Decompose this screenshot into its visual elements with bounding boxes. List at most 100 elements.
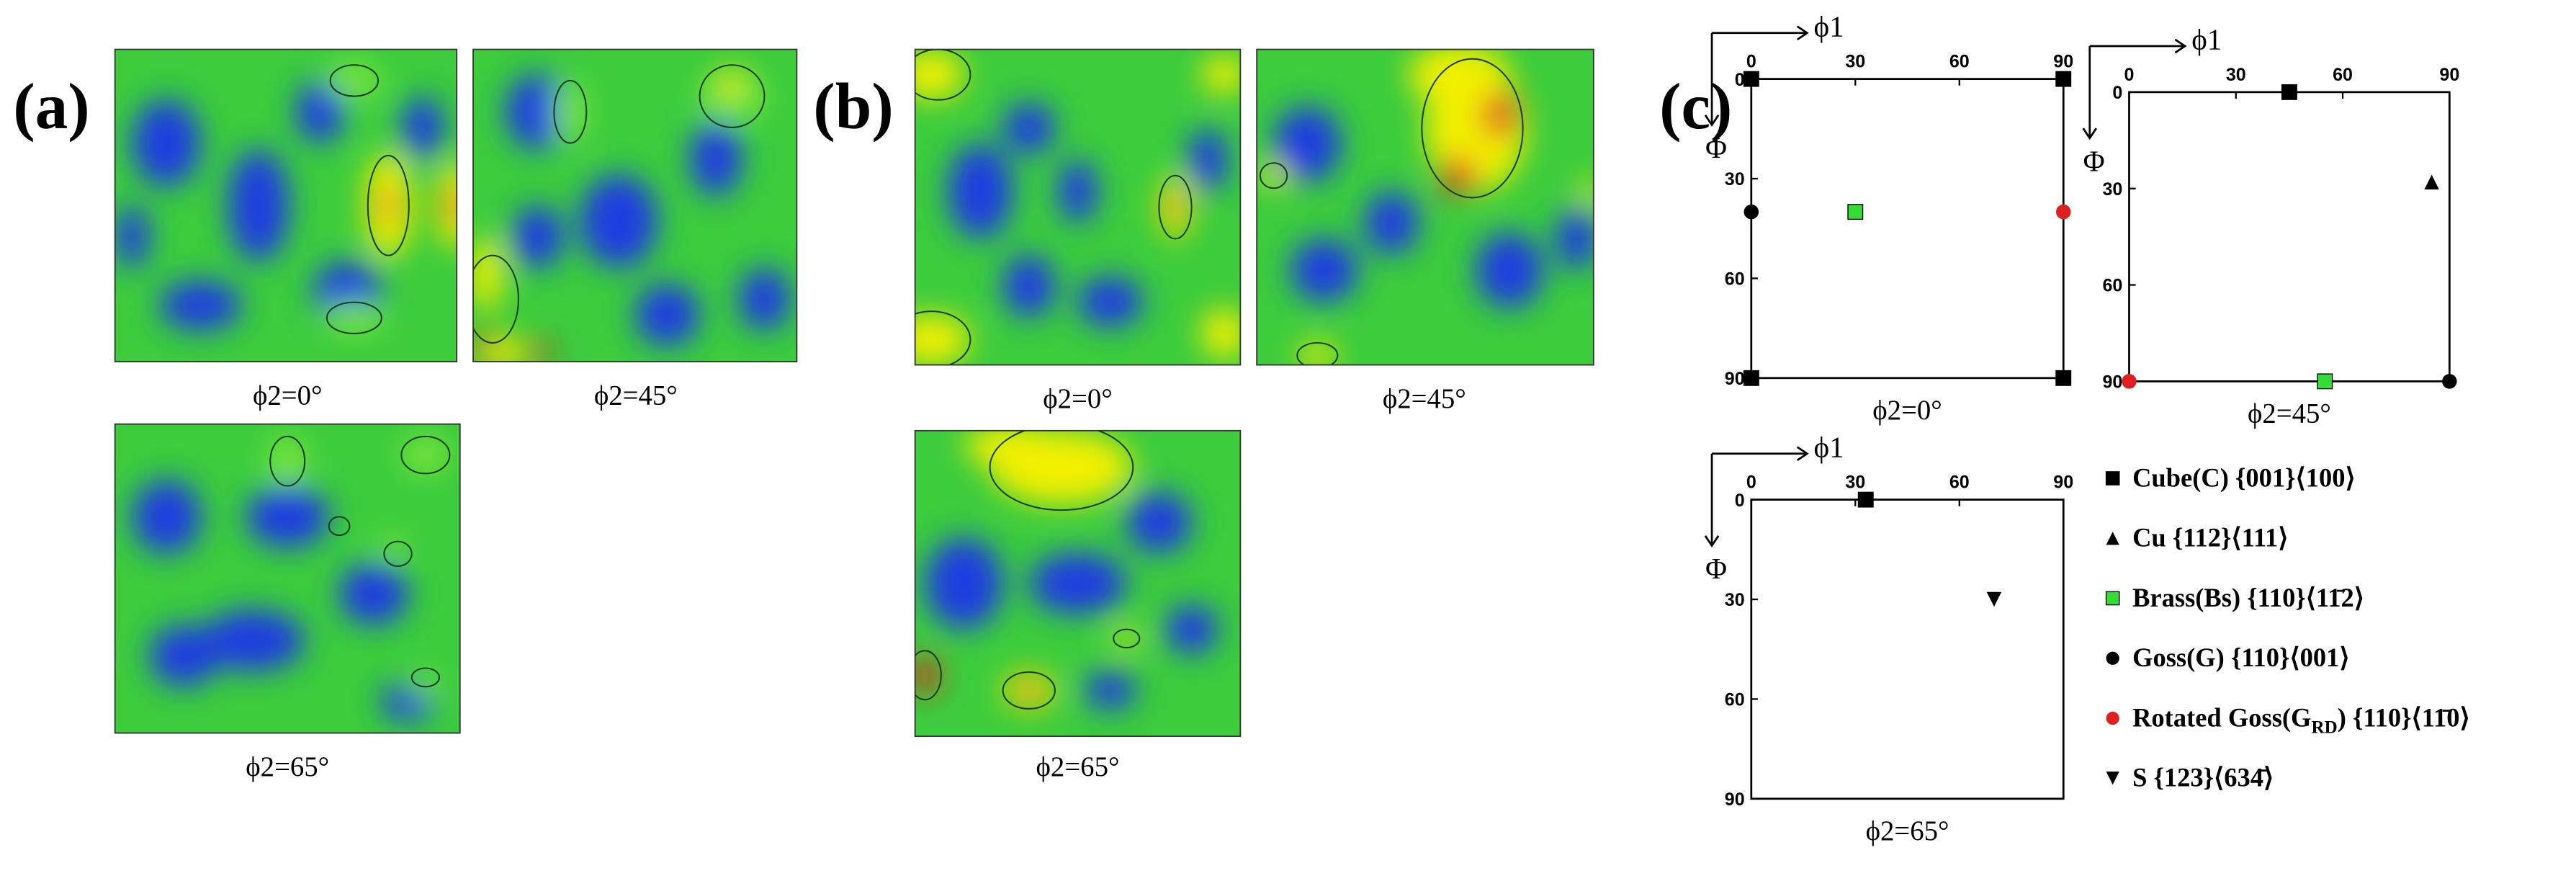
odf-map (915, 430, 1241, 737)
blob (326, 61, 382, 99)
marker (1743, 370, 1759, 386)
x-tick-label: 30 (2226, 65, 2246, 85)
contour (1259, 162, 1288, 189)
chart-caption: ϕ2=45° (2248, 398, 2331, 429)
odf-map (1257, 49, 1594, 365)
marker (1857, 491, 1874, 508)
x-tick-label: 30 (1845, 473, 1865, 493)
map-blobs (115, 61, 457, 334)
contour (915, 650, 942, 701)
x-tick-label: 30 (1845, 52, 1865, 72)
y-tick-label: 30 (2102, 179, 2122, 200)
marker (1986, 591, 2002, 607)
panel-label: (a) (13, 70, 89, 143)
blob (580, 174, 658, 268)
contour (269, 435, 306, 487)
blob (1482, 87, 1517, 138)
map-border (472, 48, 798, 362)
contour (326, 301, 382, 335)
marker (2424, 174, 2439, 190)
y-tick-label: 90 (1725, 790, 1745, 810)
legend-label: Cu {112}⟨111⟩ (2132, 523, 2288, 553)
blob (266, 436, 308, 486)
blob (1580, 179, 1594, 205)
map-border (914, 429, 1242, 738)
contour (473, 254, 519, 344)
axis-arrow (2089, 38, 2187, 54)
map-border (914, 48, 1242, 366)
blob (634, 283, 700, 346)
marker (1743, 71, 1759, 87)
blob (201, 609, 305, 671)
y-tick-label: 0 (1735, 491, 1745, 511)
blob (915, 314, 971, 365)
axis-arrow (1712, 446, 1809, 462)
blob (1201, 55, 1241, 94)
contour (367, 154, 410, 256)
blob (339, 563, 408, 625)
map-border (114, 48, 458, 362)
x-tick-label: 90 (2439, 65, 2459, 85)
blob (246, 486, 329, 548)
plot-frame (1750, 498, 2065, 800)
contour (1113, 628, 1141, 649)
blob (524, 342, 551, 362)
blob (915, 49, 964, 100)
map-caption: ϕ2=0° (1043, 383, 1113, 414)
blob (323, 302, 385, 334)
blob (1113, 629, 1140, 648)
contour (1296, 341, 1339, 365)
legend-label-part: ) {110}⟨11̄0⟩ (2338, 702, 2470, 732)
y-tick-label: 60 (1725, 269, 1745, 290)
contour (1421, 58, 1524, 199)
map-caption: ϕ2=0° (253, 380, 323, 411)
blob (1364, 191, 1419, 255)
blob (132, 479, 202, 554)
map-border (114, 423, 461, 734)
map-caption: ϕ2=65° (1036, 751, 1120, 782)
blob (401, 436, 450, 474)
legend-marker (2105, 471, 2120, 486)
chart-caption: ϕ2=0° (1872, 395, 1942, 426)
map-blobs (473, 68, 791, 362)
y-axis-label: Φ (1705, 131, 1727, 164)
blob (296, 80, 344, 143)
blob (402, 96, 444, 159)
blob (554, 80, 587, 143)
axis-arrow (1704, 453, 1720, 547)
legend-label: Goss(G) {110}⟨001⟩ (2132, 643, 2350, 672)
plot-frame (1750, 78, 2065, 380)
legend-label: Rotated Goss(GRD) {110}⟨11̄0⟩ (2132, 702, 2470, 737)
blob (925, 537, 1003, 630)
blob (1058, 159, 1098, 223)
blob (228, 149, 290, 262)
marker (2055, 204, 2071, 220)
legend-label-part: Rotated Goss(G (2132, 702, 2311, 732)
blob (1084, 672, 1136, 709)
map-blobs (915, 430, 1218, 709)
x-tick-label: 0 (1746, 473, 1756, 493)
blob (1015, 681, 1042, 700)
marker (2122, 374, 2137, 389)
y-axis-label: Φ (2083, 144, 2105, 177)
y-tick-label: 0 (1735, 70, 1745, 90)
map-caption: ϕ2=45° (594, 380, 678, 411)
blob (1476, 232, 1543, 308)
y-tick-label: 30 (1725, 590, 1745, 610)
blob (1077, 276, 1143, 328)
marker (2281, 84, 2297, 100)
legend-label: Brass(Bs) {110}⟨11̄2⟩ (2132, 583, 2364, 612)
x-axis-label: ϕ1 (1814, 9, 1844, 43)
contour (400, 435, 451, 475)
map-border (1256, 48, 1594, 366)
map-blobs (915, 49, 1241, 365)
blob (1165, 604, 1218, 654)
marker (2442, 374, 2457, 389)
blob (159, 280, 242, 331)
contour (553, 79, 588, 144)
x-tick-label: 0 (2124, 65, 2135, 85)
chart-caption: ϕ2=65° (1866, 815, 1949, 846)
blob (1408, 49, 1509, 107)
contour (329, 64, 380, 97)
marker (2055, 370, 2072, 386)
